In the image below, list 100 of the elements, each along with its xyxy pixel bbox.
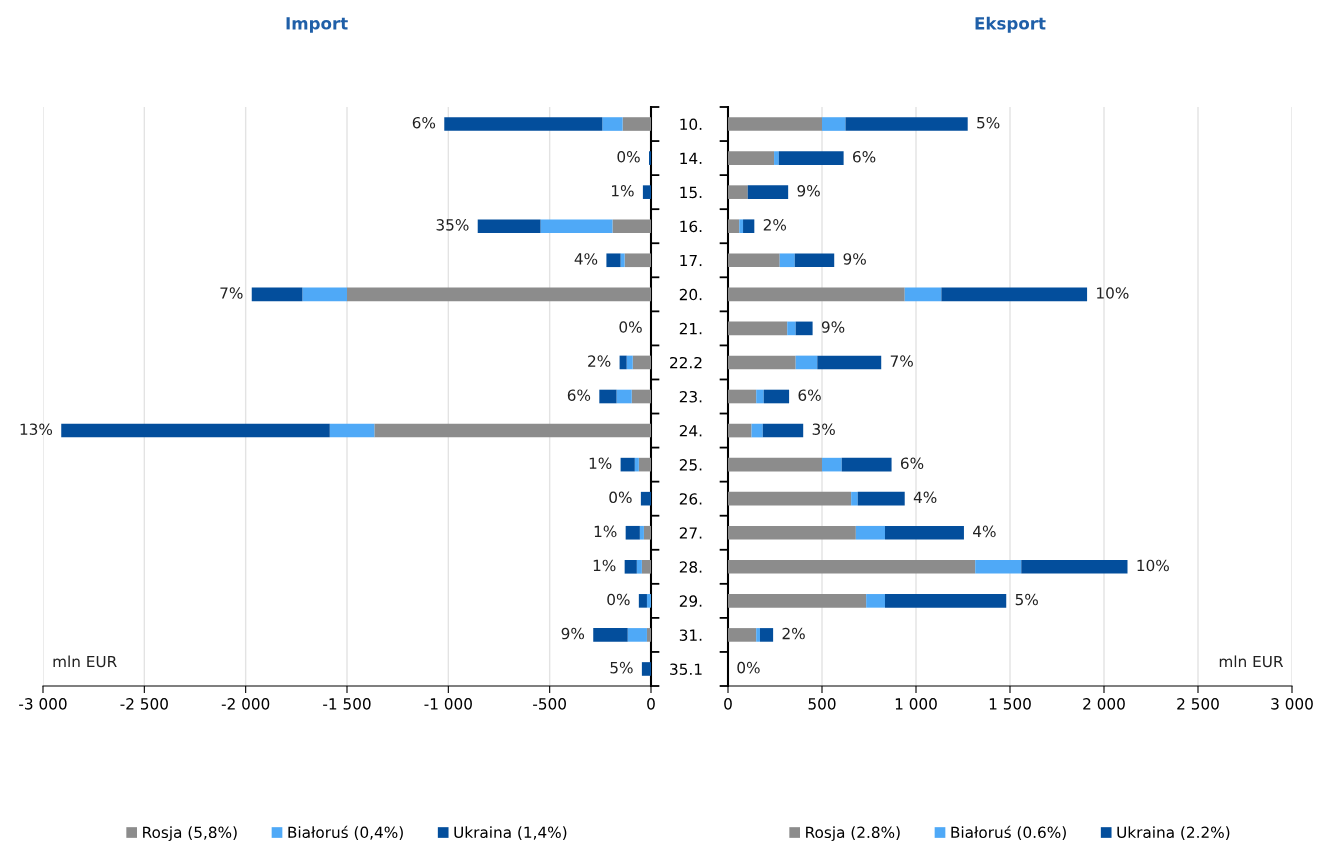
x-tick-label: -2 000 — [221, 698, 270, 710]
annotation: 0% — [619, 321, 642, 333]
bar — [795, 321, 813, 336]
legend-label: Rosja (2.8%) — [806, 826, 900, 842]
bar — [739, 219, 744, 234]
bar — [778, 151, 844, 165]
bar — [759, 628, 774, 642]
bar — [728, 628, 757, 642]
bar — [646, 628, 651, 642]
annotation: mln EUR — [53, 655, 117, 668]
bar — [728, 253, 780, 268]
bar — [619, 355, 627, 370]
bar — [822, 117, 846, 131]
bar — [941, 287, 1088, 302]
annotation: 2% — [782, 627, 805, 640]
bar — [728, 185, 748, 199]
legend-label: Ukraina (2.2%) — [1117, 826, 1230, 840]
annotation: 9% — [561, 627, 585, 640]
x-tick-label: -1 000 — [424, 698, 472, 710]
bar — [622, 117, 651, 131]
annotation: 1% — [612, 185, 634, 197]
annotation: 6% — [853, 150, 876, 163]
bar — [787, 321, 796, 336]
y-tick-label: 20. — [679, 288, 702, 301]
chart-title: Import — [286, 17, 348, 33]
x-tick-label: 500 — [808, 698, 836, 710]
bar — [634, 457, 639, 472]
bar — [632, 355, 651, 370]
bar — [593, 628, 628, 642]
annotation: 4% — [574, 253, 598, 265]
bar — [728, 457, 822, 472]
annotation: 10% — [1097, 287, 1129, 299]
x-tick-label: 1 500 — [989, 698, 1031, 710]
y-tick-label: 27. — [679, 527, 702, 539]
bar — [751, 423, 763, 438]
annotation: 6% — [900, 457, 924, 470]
bar — [624, 559, 637, 574]
legend-label: Ukraina (1,4%) — [454, 826, 567, 840]
bar — [444, 117, 603, 131]
annotation: 9% — [797, 185, 820, 197]
annotation: 1% — [589, 457, 612, 470]
annotation: 5% — [977, 116, 1000, 129]
annotation: 0% — [737, 661, 760, 674]
bar — [643, 525, 651, 540]
x-tick-label: -1 500 — [323, 698, 371, 710]
bar — [374, 423, 651, 438]
bar — [822, 457, 842, 472]
annotation: 7% — [890, 355, 913, 367]
x-tick-label: 3 000 — [1271, 698, 1313, 710]
bar — [641, 559, 651, 574]
annotation: 9% — [843, 253, 866, 265]
bar — [1021, 559, 1128, 574]
y-tick-label: 26. — [679, 493, 702, 505]
x-tick-label: -3 000 — [19, 698, 67, 710]
x-tick-label: -500 — [533, 698, 566, 710]
bar — [728, 423, 752, 438]
bar — [728, 151, 775, 165]
bar — [646, 594, 651, 608]
bar — [639, 525, 644, 540]
bar — [743, 219, 755, 234]
bar — [347, 287, 651, 302]
annotation: 6% — [798, 389, 821, 401]
legend-label: Białoruś (0.6%) — [951, 825, 1066, 840]
bar — [841, 457, 892, 472]
chart-title: Eksport — [975, 16, 1046, 33]
y-tick-label: 21. — [679, 322, 702, 335]
bar — [251, 287, 303, 302]
annotation: 6% — [412, 116, 436, 129]
annotation: 2% — [588, 355, 611, 367]
y-tick-label: 35.1 — [670, 663, 702, 675]
legend-label: Białoruś (0,4%) — [288, 825, 403, 840]
bar — [642, 185, 651, 199]
bar — [855, 525, 885, 540]
annotation: 0% — [607, 593, 630, 606]
annotation: 9% — [821, 321, 845, 333]
bar — [627, 628, 647, 642]
x-tick-label: 0 — [724, 698, 732, 710]
bar — [728, 389, 757, 404]
legend-label: Rosja (5,8%) — [143, 826, 237, 842]
bar — [763, 389, 790, 404]
bar — [728, 594, 867, 608]
y-tick-label: 15. — [680, 186, 702, 199]
bar — [728, 287, 905, 302]
bar — [756, 628, 760, 642]
annotation: 1% — [594, 525, 617, 538]
bar — [866, 594, 885, 608]
x-tick-label: 2 000 — [1083, 698, 1125, 710]
bar — [626, 355, 633, 370]
bar — [728, 559, 976, 574]
bar — [612, 219, 651, 234]
bar — [640, 491, 651, 506]
bar — [620, 253, 625, 268]
bar — [851, 491, 858, 506]
bar — [599, 389, 617, 404]
bar — [638, 594, 647, 608]
annotation: 5% — [1015, 593, 1038, 606]
bar — [625, 525, 640, 540]
annotation: 2% — [763, 219, 787, 231]
bar — [845, 117, 968, 131]
bar — [477, 219, 541, 234]
